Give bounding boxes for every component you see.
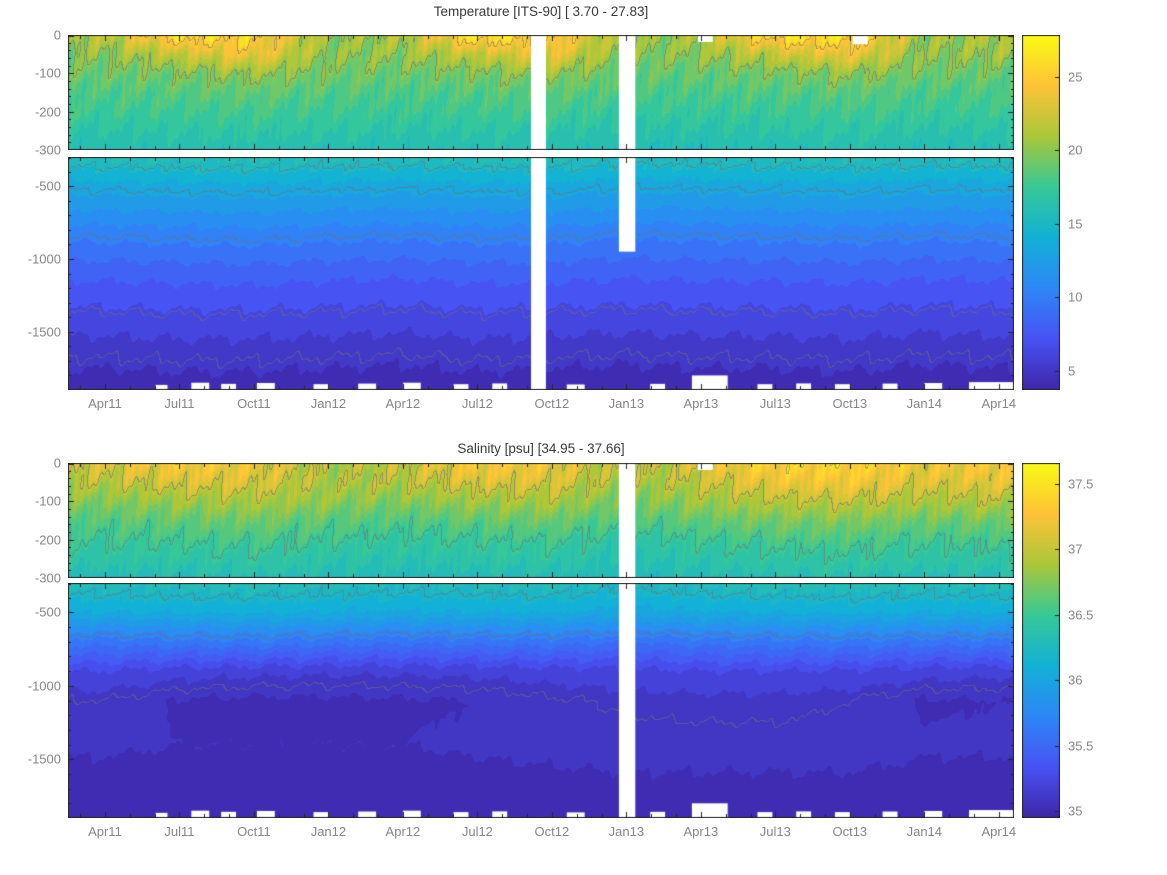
x-tick-label: Apr11 [88,824,122,839]
x-tick-label: Apr13 [683,824,719,839]
colorbar-tick-label: 25 [1068,69,1083,85]
y-tick-label: -1500 [27,751,61,767]
x-tick-label: Jul11 [164,396,195,411]
temperature-deep-panel [68,157,1014,390]
y-tick-label: 0 [53,455,61,471]
x-tick-label: Oct12 [534,824,570,839]
x-tick-label: Apr12 [385,824,421,839]
x-tick-label: Apr13 [683,396,719,411]
y-tick-label: -1500 [27,324,61,340]
salinity-chart-title: Salinity [psu] [34.95 - 37.66] [457,441,625,456]
x-tick-label: Jan12 [310,396,347,411]
x-tick-label: Jan13 [608,396,645,411]
x-tick-label: Oct11 [237,824,271,839]
x-tick-label: Jul11 [164,824,195,839]
salinity-colorbar [1022,463,1060,818]
x-tick-label: Oct13 [832,824,868,839]
colorbar-tick-label: 5 [1068,363,1076,379]
temperature-chart-title: Temperature [ITS-90] [ 3.70 - 27.83] [433,4,649,19]
x-tick-label: Apr12 [385,396,421,411]
temperature-shallow-panel [68,35,1014,150]
colorbar-tick-label: 15 [1068,216,1083,232]
y-tick-label: -500 [34,178,61,194]
colorbar-tick-label: 10 [1068,289,1083,305]
colorbar-tick-label: 36.5 [1068,607,1094,623]
x-tick-label: Jul12 [461,396,493,411]
y-tick-label: -100 [34,493,61,509]
x-tick-label: Jan14 [906,824,943,839]
x-tick-label: Oct11 [237,396,271,411]
colorbar-tick-label: 37.5 [1068,476,1094,492]
colorbar-tick-label: 20 [1068,142,1083,158]
y-tick-label: -300 [34,570,61,586]
y-tick-label: -300 [34,142,61,158]
y-tick-label: -200 [34,104,61,120]
x-tick-label: Oct12 [534,396,570,411]
y-tick-label: 0 [53,27,61,43]
y-tick-label: -1000 [27,251,61,267]
colorbar-tick-label: 35.5 [1068,738,1094,754]
x-tick-label: Jan14 [906,396,943,411]
colorbar-tick-label: 36 [1068,672,1083,688]
temperature-colorbar [1022,35,1060,390]
x-tick-label: Apr14 [981,396,1017,411]
y-tick-label: -500 [34,604,61,620]
x-tick-label: Oct13 [832,396,868,411]
y-tick-label: -100 [34,65,61,81]
y-tick-label: -200 [34,532,61,548]
x-tick-label: Jul12 [461,824,493,839]
x-tick-label: Jan12 [310,824,347,839]
x-tick-label: Jan13 [608,824,645,839]
colorbar-tick-label: 35 [1068,803,1083,819]
salinity-shallow-panel [68,463,1014,578]
colorbar-tick-label: 37 [1068,541,1083,557]
salinity-deep-panel [68,583,1014,818]
x-tick-label: Apr11 [88,396,122,411]
x-tick-label: Jul13 [759,396,791,411]
x-tick-label: Apr14 [981,824,1017,839]
x-tick-label: Jul13 [759,824,791,839]
y-tick-label: -1000 [27,678,61,694]
